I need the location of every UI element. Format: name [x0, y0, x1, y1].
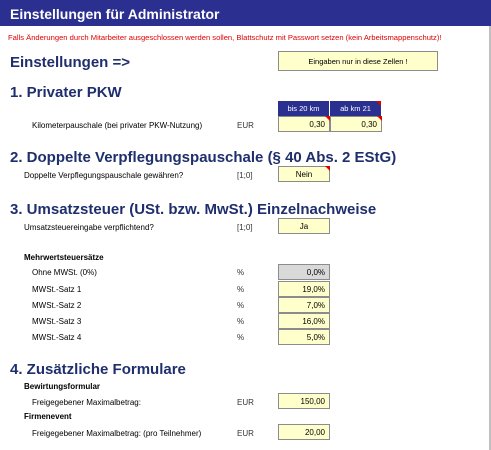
input-hint-box: Eingaben nur in diese Zellen ! — [278, 51, 438, 71]
entertainment-form-heading: Bewirtungsformular — [24, 382, 101, 391]
vat-rate-4-input[interactable]: 5,0% — [278, 329, 330, 345]
vat-rate-unit: % — [237, 268, 245, 277]
vat-rate-label: Ohne MWSt. (0%) — [32, 268, 97, 277]
company-event-max-amount-input[interactable]: 20,00 — [278, 424, 330, 440]
page-title: Einstellungen für Administrator — [0, 0, 491, 26]
vat-rate-label: MWSt.-Satz 4 — [32, 333, 82, 342]
entertainment-max-amount-unit: EUR — [237, 398, 254, 407]
double-meal-allowance-input[interactable]: Nein — [278, 166, 330, 182]
vat-rate-label: MWSt.-Satz 3 — [32, 317, 82, 326]
mileage-rate-up-to-20km-input[interactable]: 0,30 — [278, 116, 330, 132]
entertainment-max-amount-input[interactable]: 150,00 — [278, 393, 330, 409]
mileage-allowance-label: Kilometerpauschale (bei privater PKW-Nut… — [32, 121, 203, 130]
vat-required-unit: [1;0] — [237, 223, 253, 232]
vat-rates-heading: Mehrwertsteuersätze — [24, 253, 104, 262]
section-meal-allowance-heading: 2. Doppelte Verpflegungspauschale (§ 40 … — [10, 149, 397, 166]
vat-rate-unit: % — [237, 317, 245, 326]
mileage-unit: EUR — [237, 121, 254, 130]
company-event-max-amount-label: Freigegebener Maximalbetrag: (pro Teilne… — [32, 429, 202, 438]
company-event-max-amount-unit: EUR — [237, 429, 254, 438]
double-meal-allowance-label: Doppelte Verpflegungspauschale gewähren? — [24, 171, 184, 180]
section-vat-heading: 3. Umsatzsteuer (USt. bzw. MwSt.) Einzel… — [10, 201, 377, 218]
column-header-from-21km: ab km 21 — [330, 101, 382, 116]
double-meal-allowance-unit: [1;0] — [237, 171, 253, 180]
vat-rate-1-input[interactable]: 19,0% — [278, 281, 330, 297]
vat-required-input[interactable]: Ja — [278, 218, 330, 234]
settings-heading: Einstellungen => — [10, 54, 131, 71]
vat-rate-label: MWSt.-Satz 2 — [32, 301, 82, 310]
vat-required-label: Umsatzsteuereingabe verpflichtend? — [24, 223, 154, 232]
column-header-up-to-20km: bis 20 km — [278, 101, 330, 116]
section-private-car-heading: 1. Privater PKW — [10, 84, 122, 101]
vat-rate-0-value: 0,0% — [278, 264, 330, 280]
sheet-edge — [489, 26, 491, 450]
vat-rate-unit: % — [237, 285, 245, 294]
vat-rate-label: MWSt.-Satz 1 — [32, 285, 82, 294]
protection-warning: Falls Änderungen durch Mitarbeiter ausge… — [8, 33, 442, 42]
vat-rate-unit: % — [237, 333, 245, 342]
vat-rate-unit: % — [237, 301, 245, 310]
vat-rate-2-input[interactable]: 7,0% — [278, 297, 330, 313]
entertainment-max-amount-label: Freigegebener Maximalbetrag: — [32, 398, 141, 407]
company-event-heading: Firmenevent — [24, 412, 72, 421]
vat-rate-3-input[interactable]: 16,0% — [278, 313, 330, 329]
mileage-rate-from-21km-input[interactable]: 0,30 — [330, 116, 382, 132]
section-additional-forms-heading: 4. Zusätzliche Formulare — [10, 361, 186, 378]
